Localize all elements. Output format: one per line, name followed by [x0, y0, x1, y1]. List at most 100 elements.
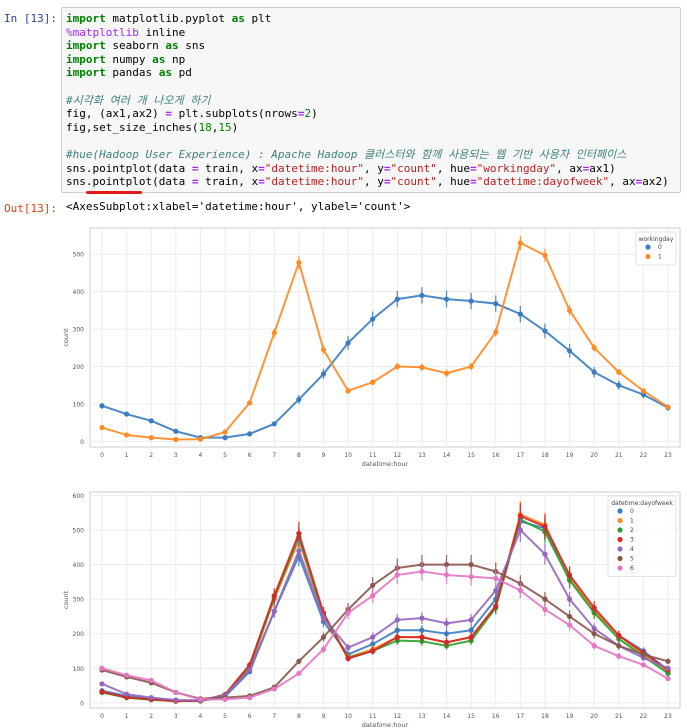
series-line-4 — [101, 529, 669, 702]
code-token: as — [158, 66, 172, 80]
code-token: = — [258, 175, 265, 189]
data-point — [296, 658, 302, 664]
data-point — [616, 653, 622, 659]
code-token: ) — [231, 120, 239, 134]
code-line: sns.pointplot(data = train, x="datetime:… — [66, 175, 669, 189]
code-token: sns.pointplot(data — [66, 161, 192, 175]
data-point — [566, 596, 573, 602]
code-token: pandas — [105, 66, 159, 80]
data-point — [271, 686, 277, 692]
data-point — [124, 691, 130, 697]
code-line: import numpy as np — [66, 53, 669, 67]
y-tick-label: 600 — [73, 493, 85, 500]
x-tick-label: 19 — [566, 713, 574, 720]
x-tick-label: 4 — [199, 713, 203, 720]
x-tick-label: 10 — [344, 452, 352, 459]
data-point — [443, 561, 450, 568]
data-point — [271, 608, 277, 614]
data-point — [345, 610, 351, 616]
y-tick-label: 300 — [73, 327, 85, 334]
data-point — [443, 631, 450, 637]
y-tick-label: 300 — [73, 597, 85, 604]
x-tick-label: 15 — [467, 452, 475, 459]
data-point — [542, 551, 548, 557]
y-tick-label: 400 — [73, 289, 85, 296]
data-point — [419, 634, 425, 640]
code-token: ) — [311, 107, 318, 121]
code-token: numpy — [105, 52, 153, 66]
data-point — [394, 572, 400, 578]
data-point — [591, 605, 597, 611]
x-tick-label: 5 — [223, 713, 227, 720]
x-tick-label: 10 — [344, 713, 352, 720]
code-editor[interactable]: import matplotlib.pyplot as plt %matplotl… — [66, 12, 669, 189]
x-axis-label: datetime:hour — [362, 721, 409, 728]
x-tick-label: 8 — [297, 713, 301, 720]
code-token: = — [470, 161, 477, 175]
legend-marker — [617, 565, 623, 571]
data-point — [124, 432, 130, 438]
x-tick-label: 16 — [492, 452, 500, 459]
code-token: = — [297, 107, 305, 121]
data-point — [517, 240, 523, 246]
x-tick-label: 20 — [590, 452, 598, 459]
data-point — [665, 404, 671, 410]
data-point — [394, 617, 400, 623]
data-point — [222, 435, 228, 441]
x-tick-label: 12 — [393, 452, 401, 459]
x-tick-label: 11 — [369, 713, 377, 720]
code-token: import — [66, 52, 106, 66]
x-tick-label: 18 — [541, 713, 549, 720]
data-point — [443, 620, 450, 626]
x-tick-label: 3 — [174, 713, 178, 720]
data-point — [394, 363, 400, 370]
y-tick-label: 500 — [73, 252, 85, 259]
data-point — [370, 379, 376, 385]
legend-marker — [617, 517, 623, 524]
y-tick-label: 0 — [80, 700, 84, 707]
code-token: 2 — [304, 107, 312, 121]
data-point — [296, 548, 302, 554]
x-tick-label: 18 — [541, 452, 549, 459]
data-point — [148, 695, 154, 701]
data-point — [542, 596, 548, 602]
code-token: = — [191, 175, 199, 189]
data-point — [468, 561, 474, 568]
x-tick-label: 22 — [640, 452, 648, 459]
code-token: import — [66, 66, 106, 80]
legend-marker — [617, 508, 623, 514]
code-token: , ax — [556, 161, 583, 175]
code-token: fig,set_size_inches( — [66, 120, 199, 134]
data-point — [99, 665, 105, 671]
code-line — [66, 134, 669, 148]
data-point — [493, 587, 499, 594]
series-line-6 — [101, 570, 669, 701]
code-token: %matplotlib — [66, 25, 139, 39]
output-prompt: Out[13]: — [4, 202, 57, 215]
code-token: pd — [171, 66, 192, 80]
x-tick-label: 7 — [272, 452, 276, 459]
code-token: import — [66, 12, 106, 25]
data-point — [197, 696, 204, 702]
data-point — [468, 617, 474, 623]
data-point — [173, 436, 179, 443]
code-token: = — [635, 175, 643, 189]
data-point — [591, 345, 597, 351]
series-line-0 — [101, 294, 669, 439]
code-token: train, x — [198, 175, 259, 189]
y-tick-label: 400 — [73, 562, 85, 569]
code-cell[interactable]: import matplotlib.pyplot as plt %matplotl… — [61, 7, 681, 193]
data-point — [517, 587, 523, 594]
data-point — [247, 400, 253, 406]
legend-marker — [617, 546, 623, 552]
data-point — [542, 523, 548, 530]
data-point — [419, 615, 425, 621]
code-line: fig,set_size_inches(18,15) — [66, 121, 669, 135]
data-point — [640, 662, 646, 668]
legend-marker — [617, 536, 623, 543]
y-tick-label: 0 — [80, 439, 84, 446]
x-tick-label: 17 — [517, 713, 525, 720]
data-point — [370, 582, 376, 588]
data-point — [99, 424, 105, 431]
code-token: "count" — [390, 161, 437, 175]
